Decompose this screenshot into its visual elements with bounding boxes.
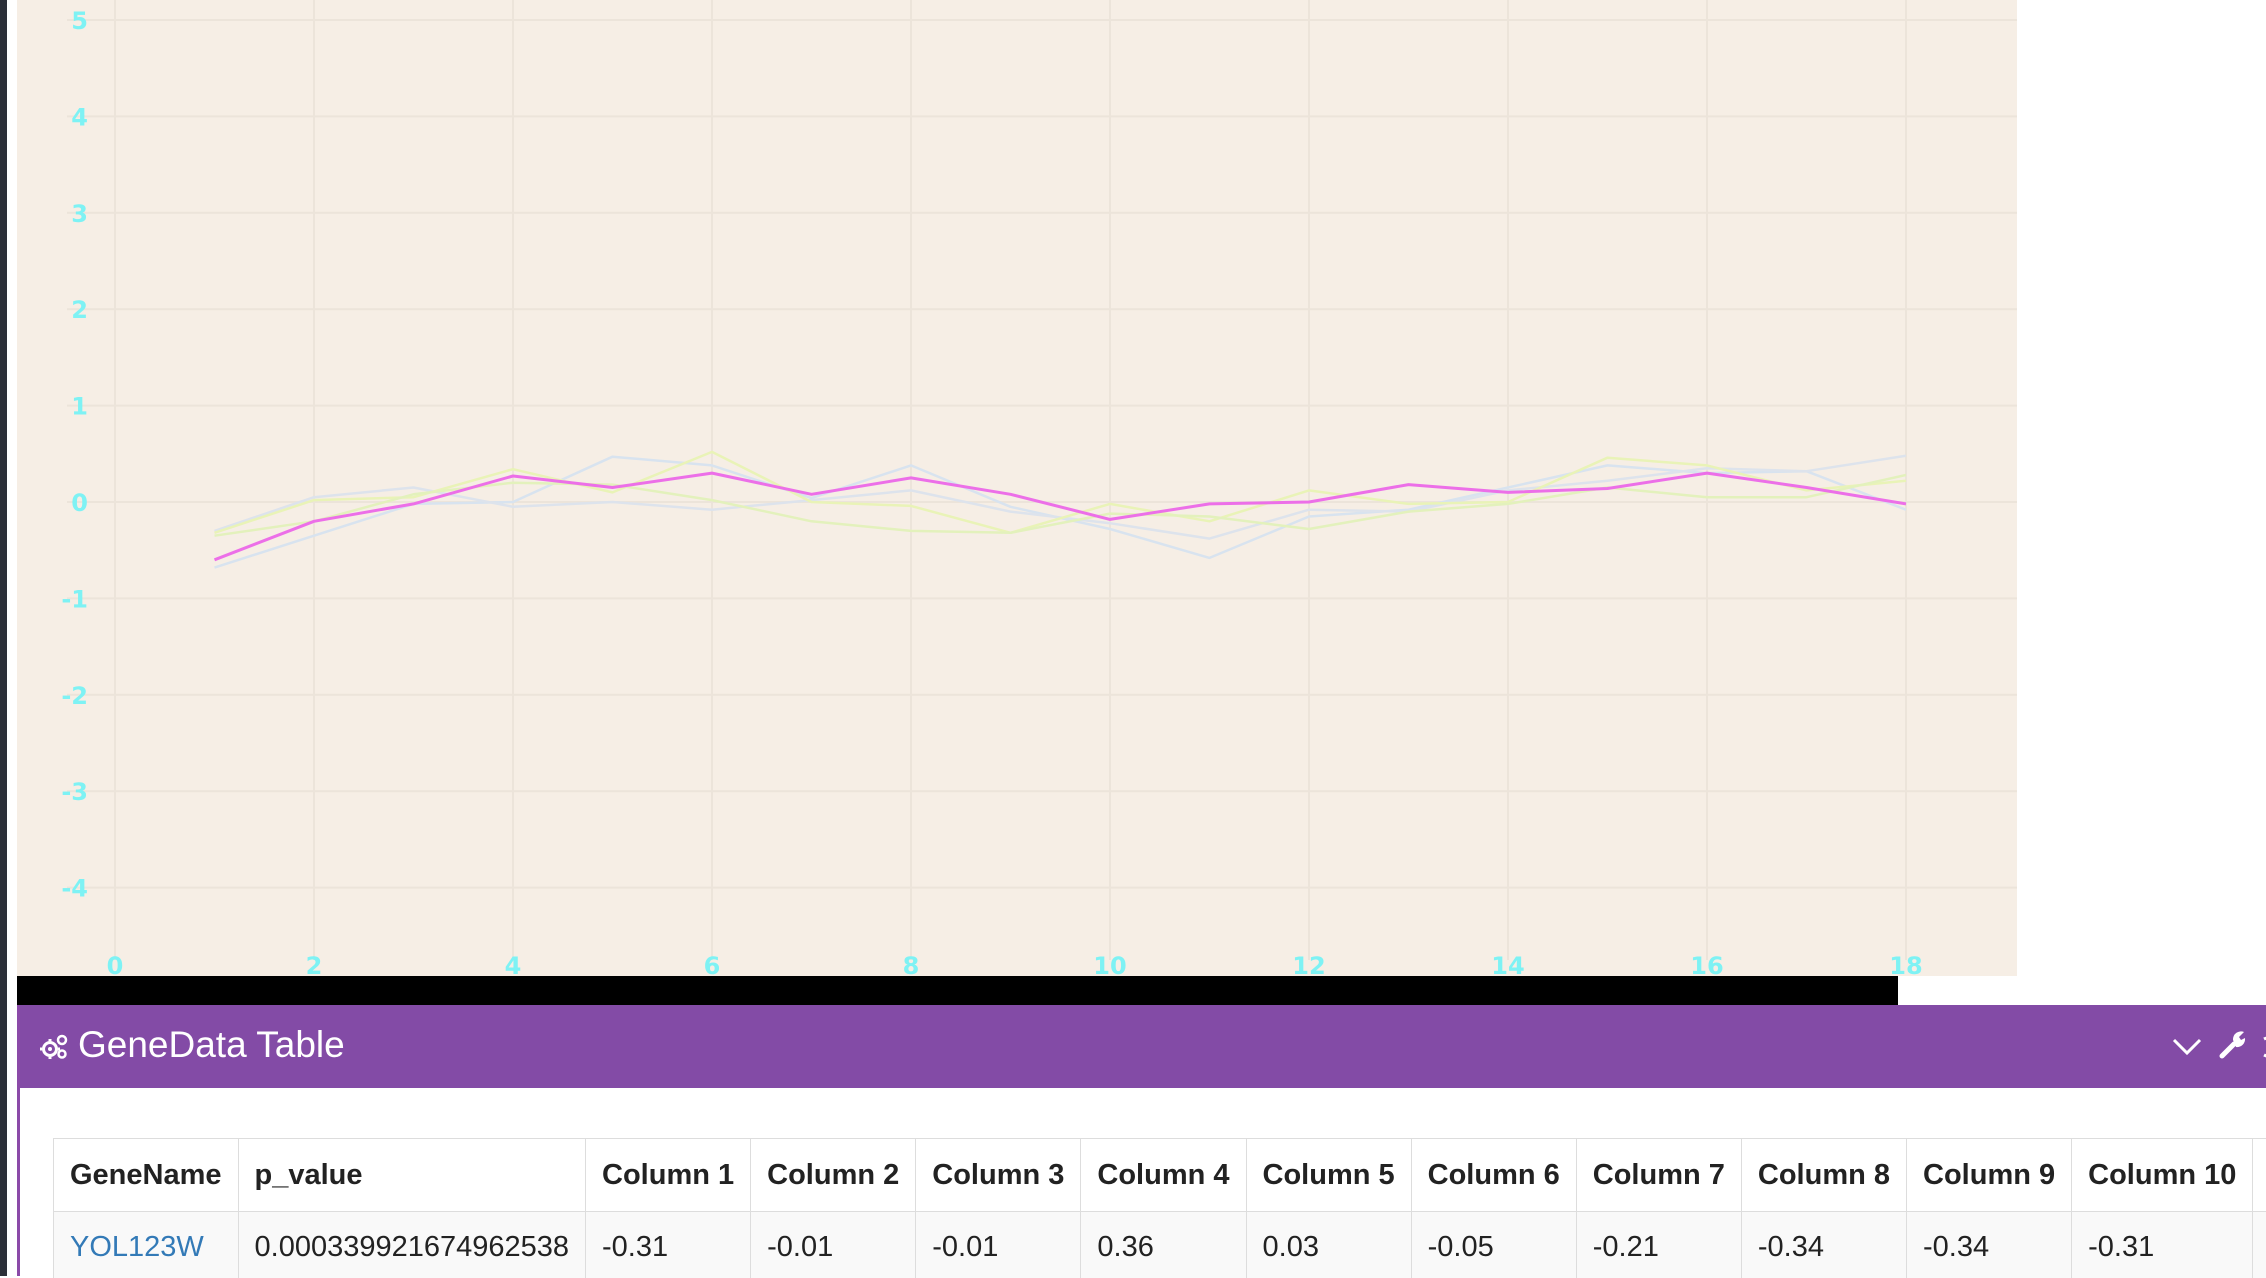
horizontal-scrollbar[interactable] — [17, 976, 1898, 1005]
x-tick-label: 2 — [306, 952, 323, 976]
x-tick-label: 14 — [1491, 952, 1524, 976]
table-cell-genename: YOL123W — [54, 1212, 239, 1278]
y-tick-label: 2 — [71, 296, 88, 324]
table-cell: 0.000339921674962538 — [238, 1212, 586, 1278]
table-cell: -0.34 — [1741, 1212, 1906, 1278]
table-cell: -0.34 — [1907, 1212, 2072, 1278]
refresh-icon[interactable] — [2258, 1029, 2266, 1063]
y-tick-label: -4 — [61, 875, 88, 903]
table-cell: -0.31 — [2072, 1212, 2253, 1278]
table-row: YOL123W 0.000339921674962538 -0.31 -0.01… — [54, 1212, 2266, 1278]
table-header-row: GeneName p_value Column 1 Column 2 Colum… — [54, 1139, 2266, 1212]
panel-title: GeneData Table — [78, 1020, 345, 1070]
cogs-icon — [40, 1032, 70, 1062]
chevron-down-icon[interactable] — [2170, 1029, 2204, 1063]
x-tick-label: 0 — [107, 952, 124, 976]
panel-header: GeneData Table — [20, 1005, 2266, 1088]
table-cell: -0.05 — [1411, 1212, 1576, 1278]
wrench-icon[interactable] — [2216, 1027, 2250, 1061]
x-tick-label: 4 — [505, 952, 522, 976]
gene-data-table-wrapper: GeneName p_value Column 1 Column 2 Colum… — [53, 1138, 2266, 1278]
x-tick-label: 8 — [903, 952, 920, 976]
table-cell: -0.01 — [916, 1212, 1081, 1278]
column-header-column-11-partial[interactable]: C — [2253, 1139, 2266, 1212]
window-edge — [0, 0, 7, 1276]
y-tick-label: 3 — [71, 200, 88, 228]
y-tick-label: -3 — [61, 778, 88, 806]
y-tick-label: 0 — [71, 489, 88, 517]
table-cell: -0.31 — [586, 1212, 751, 1278]
gene-data-table: GeneName p_value Column 1 Column 2 Colum… — [53, 1138, 2266, 1278]
column-header-column-3[interactable]: Column 3 — [916, 1139, 1081, 1212]
column-header-column-2[interactable]: Column 2 — [751, 1139, 916, 1212]
gene-data-panel: GeneData Table GeneName p_value Co — [17, 1005, 2266, 1276]
y-tick-label: 4 — [71, 103, 88, 131]
table-cell: -0.01 — [751, 1212, 916, 1278]
y-tick-label: -1 — [61, 585, 88, 613]
x-tick-label: 10 — [1093, 952, 1126, 976]
table-cell: - — [2253, 1212, 2266, 1278]
x-tick-label: 16 — [1690, 952, 1723, 976]
column-header-column-4[interactable]: Column 4 — [1081, 1139, 1246, 1212]
column-header-genename[interactable]: GeneName — [54, 1139, 239, 1212]
column-header-column-8[interactable]: Column 8 — [1741, 1139, 1906, 1212]
table-cell: 0.36 — [1081, 1212, 1246, 1278]
column-header-column-1[interactable]: Column 1 — [586, 1139, 751, 1212]
table-cell: 0.03 — [1246, 1212, 1411, 1278]
chart-grid — [67, 0, 2017, 960]
y-tick-label: 1 — [71, 393, 88, 421]
table-cell: -0.21 — [1576, 1212, 1741, 1278]
x-tick-label: 6 — [704, 952, 721, 976]
column-header-column-7[interactable]: Column 7 — [1576, 1139, 1741, 1212]
column-header-p-value[interactable]: p_value — [238, 1139, 586, 1212]
series-line-1 — [215, 457, 1907, 568]
chart-series-group — [215, 452, 1907, 568]
gene-name-link[interactable]: YOL123W — [70, 1231, 204, 1263]
x-tick-label: 12 — [1292, 952, 1325, 976]
column-header-column-9[interactable]: Column 9 — [1907, 1139, 2072, 1212]
column-header-column-6[interactable]: Column 6 — [1411, 1139, 1576, 1212]
x-tick-label: 18 — [1889, 952, 1922, 976]
column-header-column-10[interactable]: Column 10 — [2072, 1139, 2253, 1212]
column-header-column-5[interactable]: Column 5 — [1246, 1139, 1411, 1212]
y-tick-label: -2 — [61, 682, 88, 710]
y-tick-label: 5 — [71, 7, 88, 35]
